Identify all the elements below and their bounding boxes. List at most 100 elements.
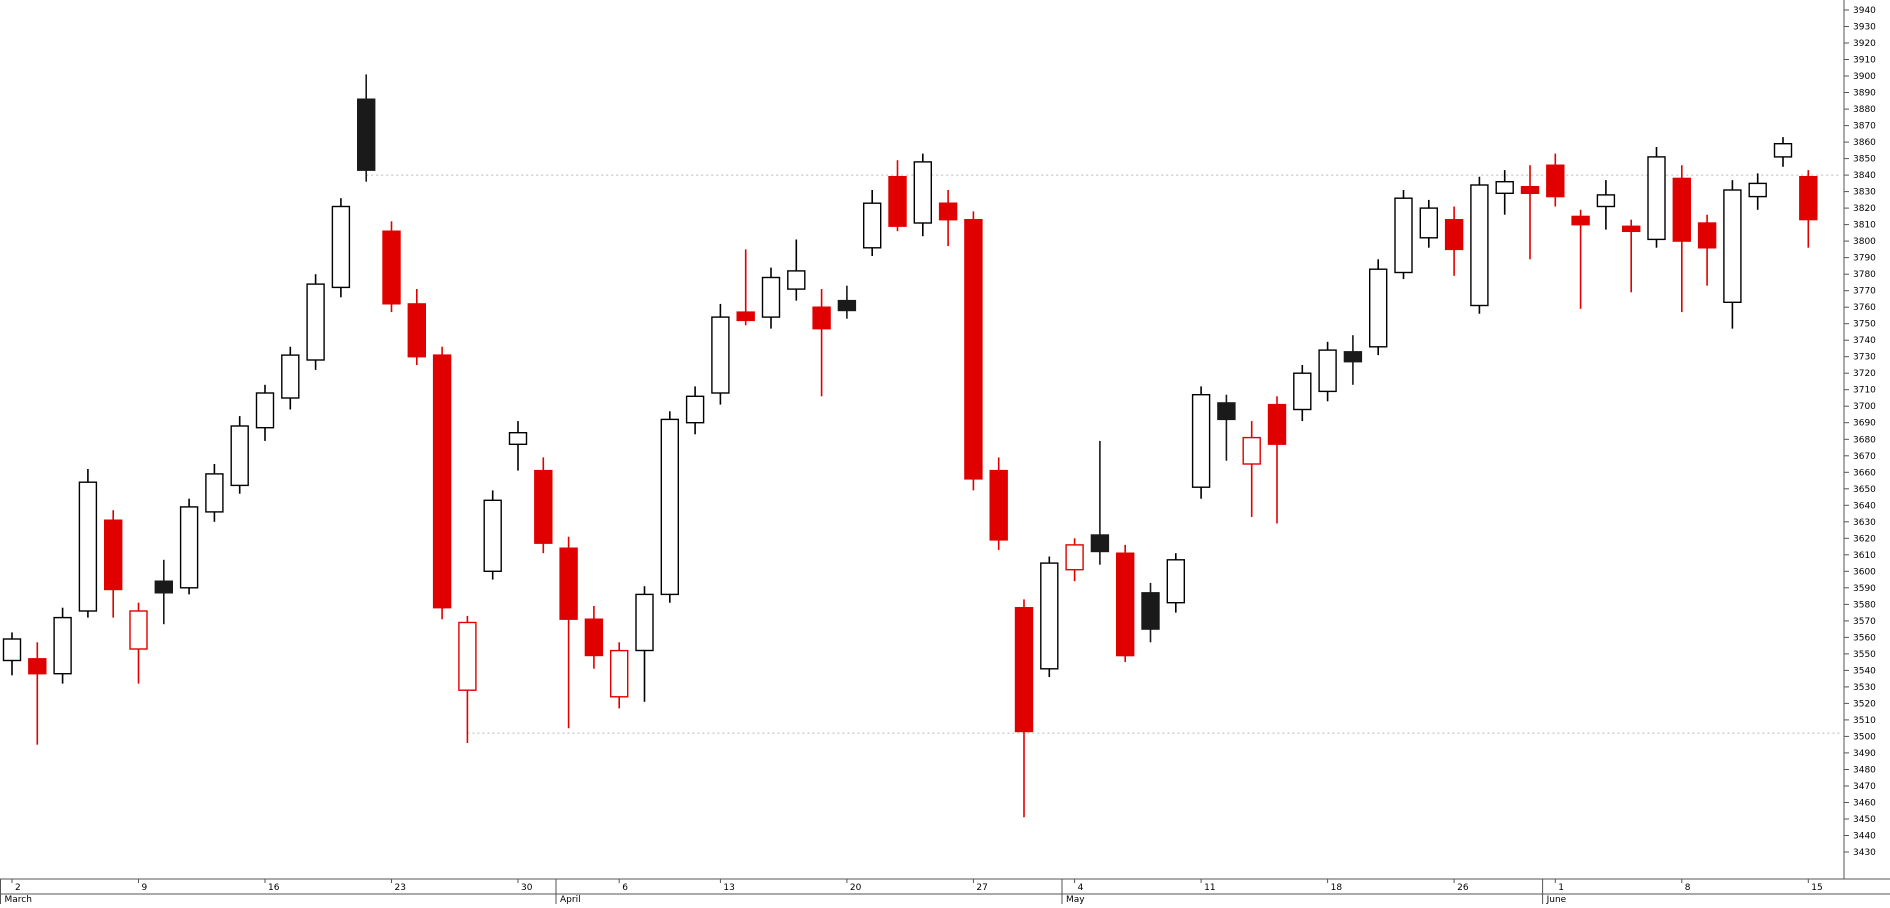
candle [1040,556,1059,677]
x-axis-label: 30 [521,883,533,893]
candle [660,411,679,603]
y-axis-label: 3450 [1853,815,1876,825]
y-axis-label: 3610 [1853,551,1876,561]
x-axis-label: 6 [622,883,628,893]
y-axis-label: 3800 [1853,237,1876,247]
candle [1773,137,1793,167]
y-axis-label: 3490 [1853,749,1876,759]
y-axis-label: 3510 [1853,716,1876,726]
y-axis-label: 3710 [1853,386,1876,396]
candle [1571,209,1590,309]
y-axis-label: 3940 [1853,6,1876,16]
y-axis-label: 3540 [1853,666,1876,676]
candle [685,386,705,435]
y-axis-label: 3910 [1853,56,1876,66]
candle [1748,173,1767,210]
y-axis-label: 3480 [1853,766,1876,776]
x-axis-label: 11 [1204,883,1215,893]
candle [761,267,781,329]
candle [103,510,123,618]
y-axis-label: 3650 [1853,485,1876,495]
candle [1090,440,1110,565]
candle [989,457,1008,550]
y-axis-label: 3920 [1853,39,1876,49]
candle [711,303,730,405]
x-axis-label: 2 [15,883,21,893]
month-label: June [1546,895,1567,904]
y-axis-label: 3770 [1853,287,1876,297]
candle [1799,170,1818,248]
y-axis-label: 3440 [1853,832,1876,842]
candle [432,346,452,620]
candle [1115,544,1135,663]
candle [1318,341,1337,402]
y-axis-label: 3900 [1853,72,1876,82]
y-axis-label: 3790 [1853,254,1876,264]
candle [53,607,72,684]
candle [1596,180,1616,230]
y-axis-label: 3700 [1853,402,1876,412]
y-axis-label: 3830 [1853,188,1876,198]
y-axis-label: 3890 [1853,89,1876,99]
candle [179,498,199,595]
candle [1444,206,1464,276]
y-axis-label: 3750 [1853,320,1876,330]
candle [205,464,224,522]
candle [1217,394,1236,461]
candle [230,416,249,494]
candle [1242,421,1261,517]
y-axis-label: 3720 [1853,369,1876,379]
y-axis-label: 3550 [1853,650,1876,660]
y-axis-label: 3930 [1853,23,1876,33]
candle [458,615,477,743]
month-label: March [5,895,32,904]
y-axis-label: 3660 [1853,468,1876,478]
candle [1647,147,1666,248]
candle [938,190,958,247]
candle [1014,599,1034,818]
x-axis-label: 8 [1685,883,1691,893]
candle [1267,396,1287,524]
candle [1470,176,1489,314]
y-axis-label: 3600 [1853,567,1876,577]
candle [863,190,882,256]
candle [2,632,22,676]
y-axis-label: 3820 [1853,204,1876,214]
candle [1546,153,1565,207]
y-axis-label: 3870 [1853,122,1876,132]
candle [255,384,275,441]
y-axis-label: 3530 [1853,683,1876,693]
candle [407,289,426,365]
candle [281,346,300,410]
candle [1343,335,1363,385]
candle [787,239,806,301]
candle [837,285,857,319]
candle [1368,259,1388,356]
candle [483,490,502,580]
y-axis-label: 3640 [1853,501,1876,511]
y-axis-label: 3810 [1853,221,1876,231]
candle [28,642,47,745]
y-axis-label: 3780 [1853,270,1876,280]
candle [635,586,654,702]
x-axis-label: 4 [1078,883,1084,893]
y-axis-label: 3630 [1853,518,1876,528]
candle [888,160,907,232]
y-axis-label: 3570 [1853,617,1876,627]
x-axis-label: 9 [142,883,148,893]
candle [584,606,604,669]
candle [736,249,755,326]
month-label: April [560,895,581,904]
candle [1191,386,1211,499]
candle [78,469,98,618]
candle [306,274,325,370]
y-axis-label: 3580 [1853,600,1876,610]
candle [559,536,578,729]
candle [812,289,831,397]
candle [1495,170,1514,215]
y-axis-label: 3860 [1853,138,1876,148]
y-axis-label: 3590 [1853,584,1876,594]
candle [1394,190,1413,280]
